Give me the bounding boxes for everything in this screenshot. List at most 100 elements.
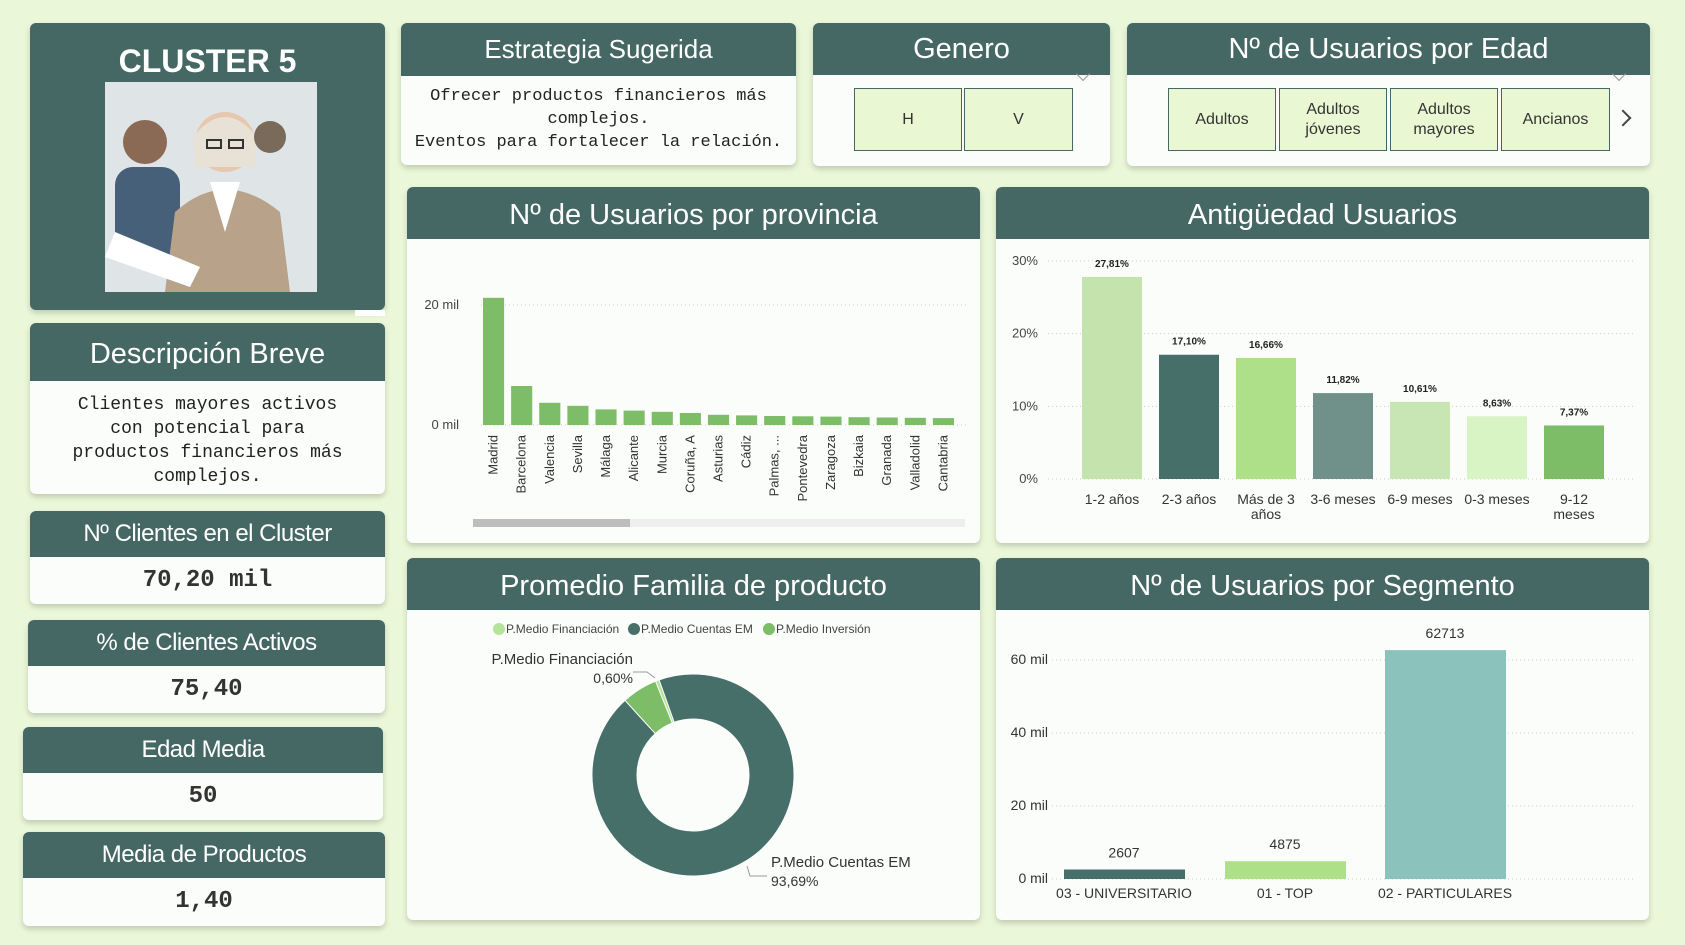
bar xyxy=(1385,650,1506,879)
bar xyxy=(651,411,673,425)
kpi-clientes-cluster-title: Nº Clientes en el Cluster xyxy=(30,511,385,557)
y-tick-label: 10% xyxy=(1012,398,1038,413)
kpi-media-productos-value: 1,40 xyxy=(175,888,233,915)
province-chart-title: Nº de Usuarios por provincia xyxy=(407,187,980,239)
y-tick-label: 20 mil xyxy=(424,297,459,312)
leader-line xyxy=(746,865,767,877)
scrollbar-thumb xyxy=(473,519,630,527)
x-tick-label: Madrid xyxy=(486,435,501,475)
bar xyxy=(736,415,758,425)
data-label: 11,82% xyxy=(1326,375,1359,386)
gender-option-h[interactable]: H xyxy=(854,88,962,151)
kpi-clientes-activos-value: 75,40 xyxy=(170,676,243,703)
gender-option-v[interactable]: V xyxy=(964,88,1073,151)
antiguedad-chart-title: Antigüedad Usuarios xyxy=(996,187,1649,239)
bar xyxy=(764,416,786,425)
x-tick-label: Sevilla xyxy=(570,434,585,473)
gender-title: Genero xyxy=(813,23,1110,75)
x-tick-label: Alicante xyxy=(626,435,641,481)
bar xyxy=(595,409,617,425)
x-tick-label: Zaragoza xyxy=(823,434,838,490)
data-label: 16,66% xyxy=(1249,340,1283,351)
age-slicer-title: Nº de Usuarios por Edad xyxy=(1127,23,1650,75)
data-label: 17,10% xyxy=(1172,337,1206,348)
gender-slicer: Genero H V xyxy=(813,23,1110,166)
age-option-adultos[interactable]: Adultos xyxy=(1168,88,1276,151)
x-tick-label: Barcelona xyxy=(514,434,529,493)
bar xyxy=(483,297,505,425)
kpi-edad-media: Edad Media 50 xyxy=(23,727,383,820)
province-chart-card: Nº de Usuarios por provincia 0 mil 20 mil… xyxy=(407,187,980,543)
product-family-chart-card: Promedio Familia de producto P.Medio Fin… xyxy=(407,558,980,920)
kpi-clientes-cluster-value: 70,20 mil xyxy=(142,567,273,594)
cluster-title: CLUSTER 5 xyxy=(118,43,297,79)
x-tick-label: 1-2 años xyxy=(1085,491,1139,507)
person-illustration xyxy=(105,82,317,292)
bar xyxy=(1159,354,1219,479)
y-tick-label: 0 mil xyxy=(432,417,460,432)
bar xyxy=(539,402,561,425)
donut-slice xyxy=(591,673,795,877)
legend-marker xyxy=(628,623,640,635)
age-option-adultos-mayores[interactable]: Adultos mayores xyxy=(1390,88,1498,151)
x-tick-label: Málaga xyxy=(598,434,613,477)
x-tick-label: 0-3 meses xyxy=(1464,491,1529,507)
x-tick-label: 2-3 años xyxy=(1162,491,1216,507)
bar xyxy=(932,418,954,425)
legend-marker xyxy=(763,623,775,635)
bar xyxy=(904,417,926,425)
cluster-photo xyxy=(105,82,317,292)
bar xyxy=(1390,401,1450,479)
legend-label: P.Medio Inversión xyxy=(776,622,871,636)
y-tick-label: 0% xyxy=(1019,471,1038,486)
legend-label: P.Medio Cuentas EM xyxy=(641,622,753,636)
x-tick-label: años xyxy=(1251,506,1281,522)
bar xyxy=(707,414,730,425)
y-tick-label: 0 mil xyxy=(1018,870,1048,886)
x-tick-label: Granada xyxy=(879,434,894,485)
data-label: 8,63% xyxy=(1483,398,1511,409)
slice-label-value: 0,60% xyxy=(593,670,633,686)
x-tick-label: Bizkaia xyxy=(851,434,866,477)
kpi-edad-media-value: 50 xyxy=(188,783,218,810)
bar xyxy=(1236,357,1296,479)
bar xyxy=(511,386,533,425)
donut-slice xyxy=(624,680,673,735)
kpi-clientes-cluster: Nº Clientes en el Cluster 70,20 mil xyxy=(30,511,385,604)
x-tick-label: Valencia xyxy=(542,434,557,484)
scrollbar-track xyxy=(473,519,965,527)
kpi-clientes-activos-title: % de Clientes Activos xyxy=(28,620,385,666)
segment-chart: 0 mil 20 mil 40 mil 60 mil 2607 03 - UNIVERSI… xyxy=(1011,625,1636,901)
slice-label-name: P.Medio Cuentas EM xyxy=(771,854,911,871)
y-tick-label: 30% xyxy=(1012,253,1038,268)
x-tick-label: Valladolid xyxy=(907,435,922,490)
strategy-card: Estrategia Sugerida Ofrecer productos fi… xyxy=(401,23,796,165)
leader-line xyxy=(633,671,656,679)
x-tick-label: 9-12 xyxy=(1560,491,1588,507)
data-label: 7,37% xyxy=(1560,407,1588,418)
x-tick-label: Cantabria xyxy=(935,434,950,491)
description-card: Descripción Breve Clientes mayores activ… xyxy=(30,323,385,494)
description-text: Clientes mayores activos con potencial p… xyxy=(72,395,343,487)
x-tick-label: meses xyxy=(1553,506,1594,522)
cluster-card-scroll-indicator xyxy=(355,310,385,316)
data-label: 4875 xyxy=(1269,836,1300,852)
strategy-title: Estrategia Sugerida xyxy=(401,23,796,76)
data-label: 62713 xyxy=(1426,625,1465,641)
chevron-right-icon[interactable] xyxy=(1614,109,1632,127)
y-tick-label: 20 mil xyxy=(1011,797,1048,813)
kpi-media-productos-title: Media de Productos xyxy=(23,832,385,878)
bar xyxy=(1467,416,1527,479)
slice-label-value: 93,69% xyxy=(771,873,818,889)
bar xyxy=(623,410,645,425)
bar xyxy=(1064,869,1185,879)
x-tick-label: Pontevedra xyxy=(795,434,810,501)
data-label: 2607 xyxy=(1108,844,1139,860)
age-option-adultos-jovenes[interactable]: Adultos jóvenes xyxy=(1279,88,1387,151)
kpi-media-productos: Media de Productos 1,40 xyxy=(23,832,385,926)
data-label: 27,81% xyxy=(1095,259,1129,270)
y-tick-label: 60 mil xyxy=(1011,651,1048,667)
age-option-ancianos[interactable]: Ancianos xyxy=(1501,88,1610,151)
antiguedad-chart-card: Antigüedad Usuarios 0% 10% 20% 30% 27,81% 1-2… xyxy=(996,187,1649,543)
x-tick-label: Murcia xyxy=(654,434,669,474)
